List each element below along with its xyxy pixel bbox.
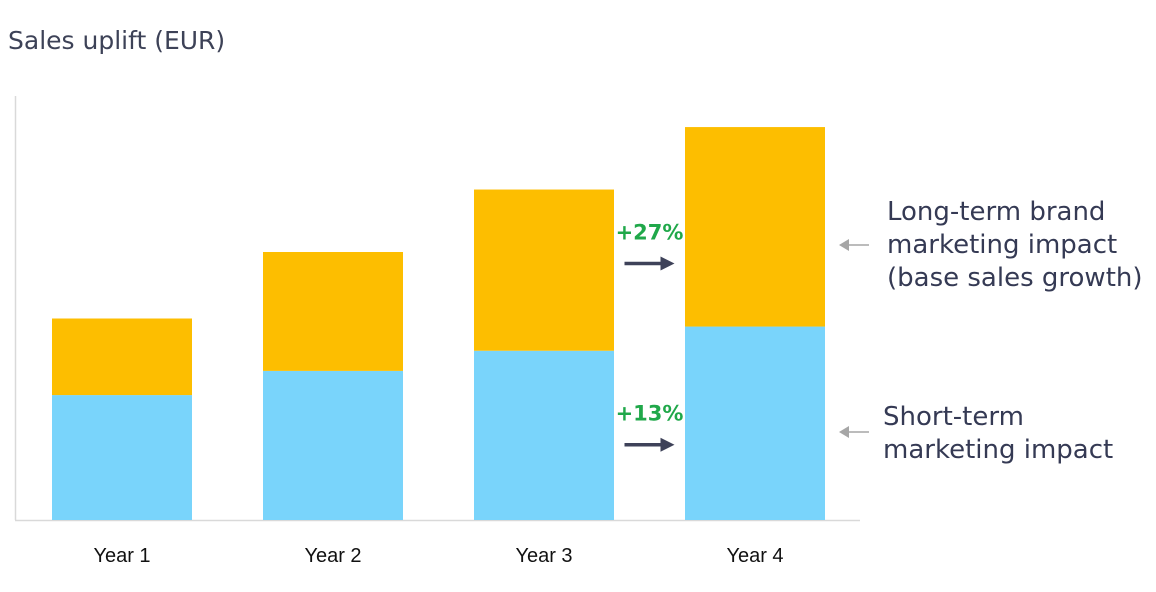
- annotation-1-line-2: marketing impact: [887, 230, 1117, 260]
- bar-long-term-1: [52, 318, 192, 396]
- x-tick-labels: Year 1 Year 2 Year 3 Year 4: [93, 545, 783, 567]
- annotation-pointer-head-2: [839, 426, 849, 438]
- bar-short-term-1: [52, 395, 192, 520]
- growth-arrow-head-1: [660, 256, 675, 271]
- annotation-2-line-1: Short-term: [883, 402, 1024, 432]
- growth-label-1: +27%: [616, 221, 684, 245]
- bar-long-term-2: [263, 252, 403, 371]
- bar-short-term-4: [685, 326, 825, 520]
- annotation-pointer-head-1: [839, 239, 849, 251]
- bar-short-term-2: [263, 370, 403, 520]
- x-tick-label: Year 4: [726, 545, 783, 567]
- chart-title: Sales uplift (EUR): [8, 26, 225, 55]
- bar-long-term-4: [685, 127, 825, 327]
- annotation-1-line-1: Long-term brand: [887, 197, 1105, 227]
- bars-group: [52, 127, 825, 520]
- growth-label-2: +13%: [616, 402, 684, 426]
- x-tick-label: Year 1: [93, 545, 150, 567]
- x-tick-label: Year 3: [515, 545, 572, 567]
- x-tick-label: Year 2: [304, 545, 361, 567]
- growth-arrow-head-2: [660, 437, 675, 452]
- growth-markers: +27% +13%: [616, 221, 684, 452]
- bar-long-term-3: [474, 189, 614, 351]
- annotation-1-line-3: (base sales growth): [887, 263, 1143, 293]
- annotation-2-line-2: marketing impact: [883, 435, 1113, 465]
- bar-short-term-3: [474, 350, 614, 520]
